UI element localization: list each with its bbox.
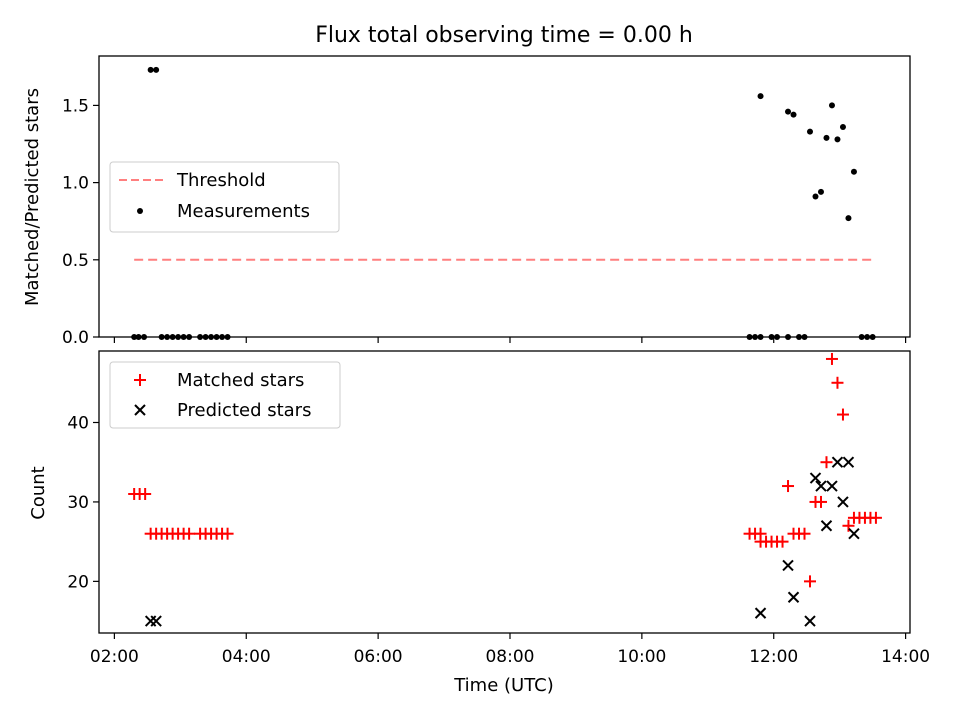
measurement-point xyxy=(785,108,792,115)
predicted-star-point xyxy=(820,520,833,532)
measurement-point xyxy=(817,188,824,195)
bottom-y-tick-label: 40 xyxy=(67,413,89,433)
measurement-point xyxy=(757,93,764,100)
bottom-panel: 02:00 04:00 06:00 08:00 10:00 12:00 14:00 20 30 4… xyxy=(28,350,930,696)
top-y-tick-label: 1.0 xyxy=(62,174,89,194)
predicted-star-point xyxy=(804,615,816,627)
top-panel: 0.0 0.5 1.0 1.5 Matched/Predicted stars Thr… xyxy=(22,55,911,348)
matched-star-point xyxy=(183,527,196,540)
x-tick-label: 08:00 xyxy=(485,647,534,667)
top-y-tick-label: 0.5 xyxy=(62,251,89,271)
measurement-point xyxy=(790,111,797,118)
predicted-star-point xyxy=(809,472,822,484)
measurement-point xyxy=(153,66,160,73)
legend-matched-label: Matched stars xyxy=(177,370,304,391)
legend-matched-swatch xyxy=(134,374,146,386)
predicted-star-point xyxy=(842,456,855,468)
predicted-star-point xyxy=(815,480,827,492)
matched-star-point xyxy=(139,487,152,500)
measurement-point xyxy=(147,66,154,73)
matched-star-point xyxy=(836,408,849,421)
matched-star-point xyxy=(825,352,838,365)
predicted-star-point xyxy=(150,615,162,627)
top-y-tick-label: 0.0 xyxy=(62,328,89,348)
matched-star-point xyxy=(842,519,855,532)
top-legend-box xyxy=(109,161,340,233)
top-y-axis-label: Matched/Predicted stars xyxy=(22,88,43,306)
predicted-star-point xyxy=(848,527,860,540)
predicted-star-point xyxy=(754,607,767,619)
legend-predicted-swatch xyxy=(134,404,146,416)
matched-star-point xyxy=(776,535,789,548)
bottom-axes-frame xyxy=(98,350,911,634)
x-tick-label: 06:00 xyxy=(354,647,403,667)
measurement-point xyxy=(850,168,857,175)
measurement-point xyxy=(812,193,819,200)
matched-star-point xyxy=(782,480,795,493)
bottom-plot-marks xyxy=(128,352,882,627)
legend-measurements-swatch xyxy=(137,208,143,214)
measurement-point xyxy=(823,134,830,141)
x-tick-label: 14:00 xyxy=(881,647,930,667)
top-axes-frame xyxy=(98,55,911,338)
bottom-axis-ticks: 02:00 04:00 06:00 08:00 10:00 12:00 14:00 20 30 4… xyxy=(67,413,930,667)
measurement-point xyxy=(845,215,852,222)
predicted-star-point xyxy=(782,559,794,572)
bottom-y-axis-label: Count xyxy=(28,466,49,519)
x-tick-label: 02:00 xyxy=(90,647,139,667)
x-tick-label: 04:00 xyxy=(222,647,271,667)
predicted-star-point xyxy=(831,456,844,468)
measurement-point xyxy=(828,102,835,109)
top-legend: Threshold Measurements xyxy=(109,161,340,233)
x-axis-label: Time (UTC) xyxy=(453,675,554,696)
x-tick-label: 10:00 xyxy=(617,647,666,667)
matched-star-point xyxy=(869,511,882,524)
legend-predicted-label: Predicted stars xyxy=(177,400,311,421)
matched-star-point xyxy=(820,456,833,469)
bottom-y-tick-label: 30 xyxy=(67,493,89,513)
bottom-legend-box xyxy=(109,361,341,429)
measurement-point xyxy=(806,128,813,135)
top-axis-ticks: 0.0 0.5 1.0 1.5 xyxy=(62,96,907,348)
predicted-star-point xyxy=(826,480,838,492)
predicted-star-point xyxy=(787,591,800,603)
legend-measurements-label: Measurements xyxy=(177,201,310,222)
chart-title: Flux total observing time = 0.00 h xyxy=(315,23,693,48)
predicted-star-point xyxy=(837,496,849,508)
bottom-y-tick-label: 20 xyxy=(67,572,89,592)
x-tick-label: 12:00 xyxy=(749,647,798,667)
legend-threshold-label: Threshold xyxy=(176,170,266,191)
matched-star-point xyxy=(803,575,816,588)
matched-star-point xyxy=(221,527,234,540)
measurement-point xyxy=(839,124,846,131)
measurement-point xyxy=(834,136,841,143)
matched-star-point xyxy=(814,495,827,508)
matched-star-point xyxy=(831,376,844,389)
bottom-legend: Matched stars Predicted stars xyxy=(109,361,341,429)
top-y-tick-label: 1.5 xyxy=(62,96,89,116)
matched-star-point xyxy=(798,527,811,540)
